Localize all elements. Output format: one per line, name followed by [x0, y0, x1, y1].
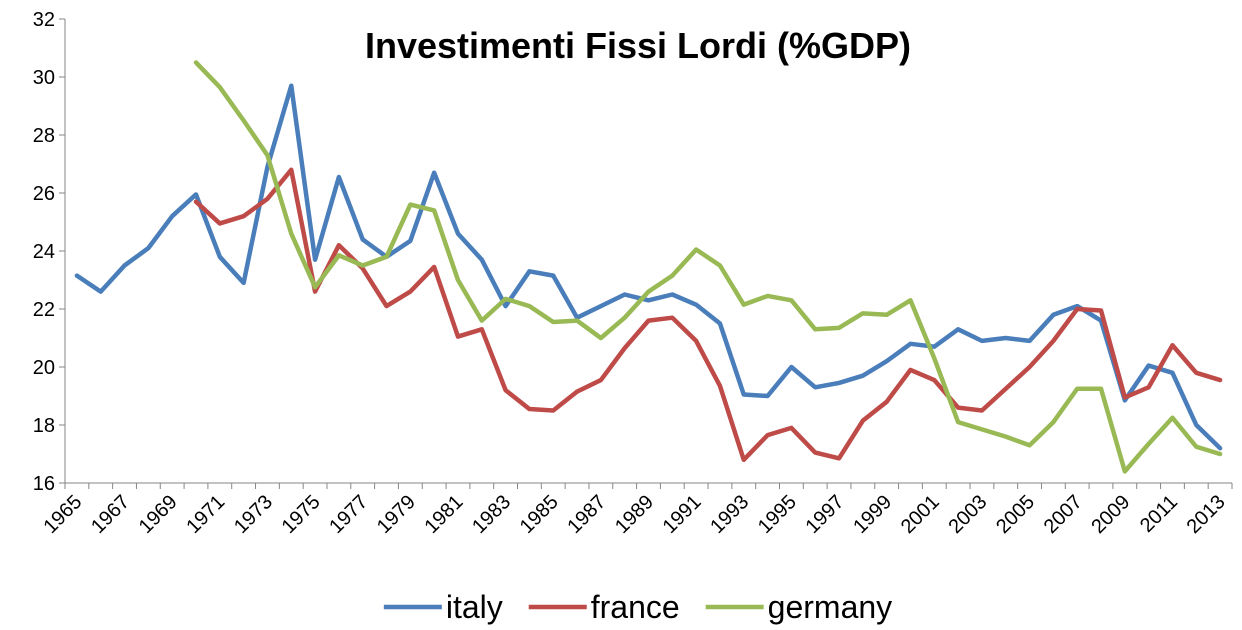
y-tick-label: 18 [33, 415, 55, 437]
data-line [74, 83, 1223, 451]
legend-label: italy [446, 589, 503, 625]
y-tick-label: 26 [33, 183, 55, 205]
data-line [193, 167, 1223, 463]
legend-label: france [591, 589, 680, 625]
y-tick-label: 22 [33, 299, 55, 321]
y-tick-label: 24 [33, 241, 55, 263]
legend-label: germany [768, 589, 893, 625]
chart-title: Investimenti Fissi Lordi (%GDP) [365, 25, 911, 66]
y-tick-label: 32 [33, 9, 55, 31]
y-tick-label: 28 [33, 125, 55, 147]
y-tick-label: 30 [33, 67, 55, 89]
y-tick-label: 16 [33, 473, 55, 495]
y-tick-label: 20 [33, 357, 55, 379]
legend: italy france germany [383, 589, 893, 625]
data-line [193, 60, 1223, 474]
